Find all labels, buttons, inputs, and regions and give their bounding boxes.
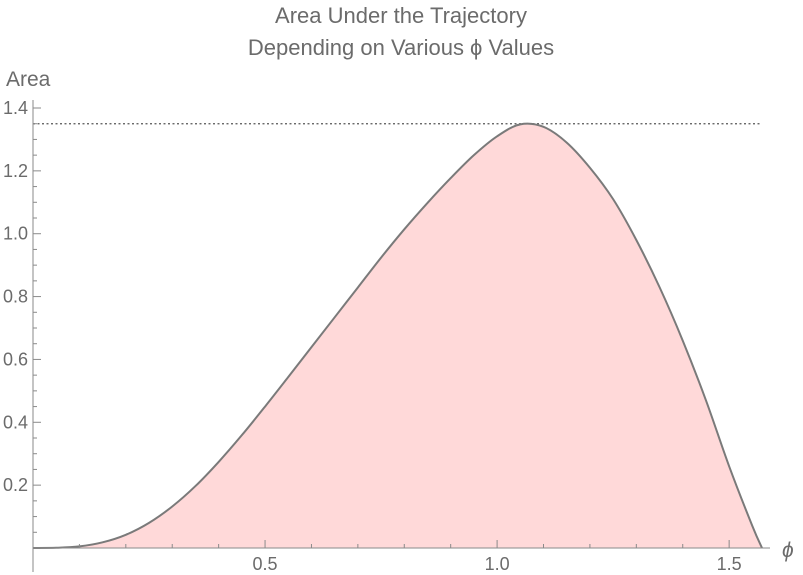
- y-tick-label: 0.8: [3, 287, 28, 307]
- axes: 0.5 1.0 1.5 0.2 0.4 0.6 0.8 1.0 1.2 1.4: [3, 98, 770, 574]
- chart-title-line-1: Area Under the Trajectory: [275, 3, 527, 28]
- y-tick-label: 0.2: [3, 475, 28, 495]
- y-tick-label: 1.2: [3, 161, 28, 181]
- x-tick-label: 0.5: [253, 554, 278, 574]
- y-tick-label: 0.6: [3, 349, 28, 369]
- x-tick-label: 1.0: [485, 554, 510, 574]
- y-tick-label: 1.4: [3, 98, 28, 118]
- x-tick-label: 1.5: [717, 554, 742, 574]
- series-line: [32, 122, 763, 549]
- y-tick-label: 1.0: [3, 224, 28, 244]
- plot-area: [32, 122, 763, 549]
- minor-ticks: [33, 123, 684, 548]
- x-ticks: 0.5 1.0 1.5: [253, 540, 742, 574]
- x-axis-title: ϕ: [782, 539, 794, 562]
- y-tick-label: 0.4: [3, 412, 28, 432]
- y-axis-title: Area: [6, 68, 51, 91]
- y-ticks: 0.2 0.4 0.6 0.8 1.0 1.2 1.4: [3, 98, 41, 495]
- chart-title-line-2: Depending on Various ϕ Values: [248, 35, 554, 60]
- area-fill: [33, 123, 762, 549]
